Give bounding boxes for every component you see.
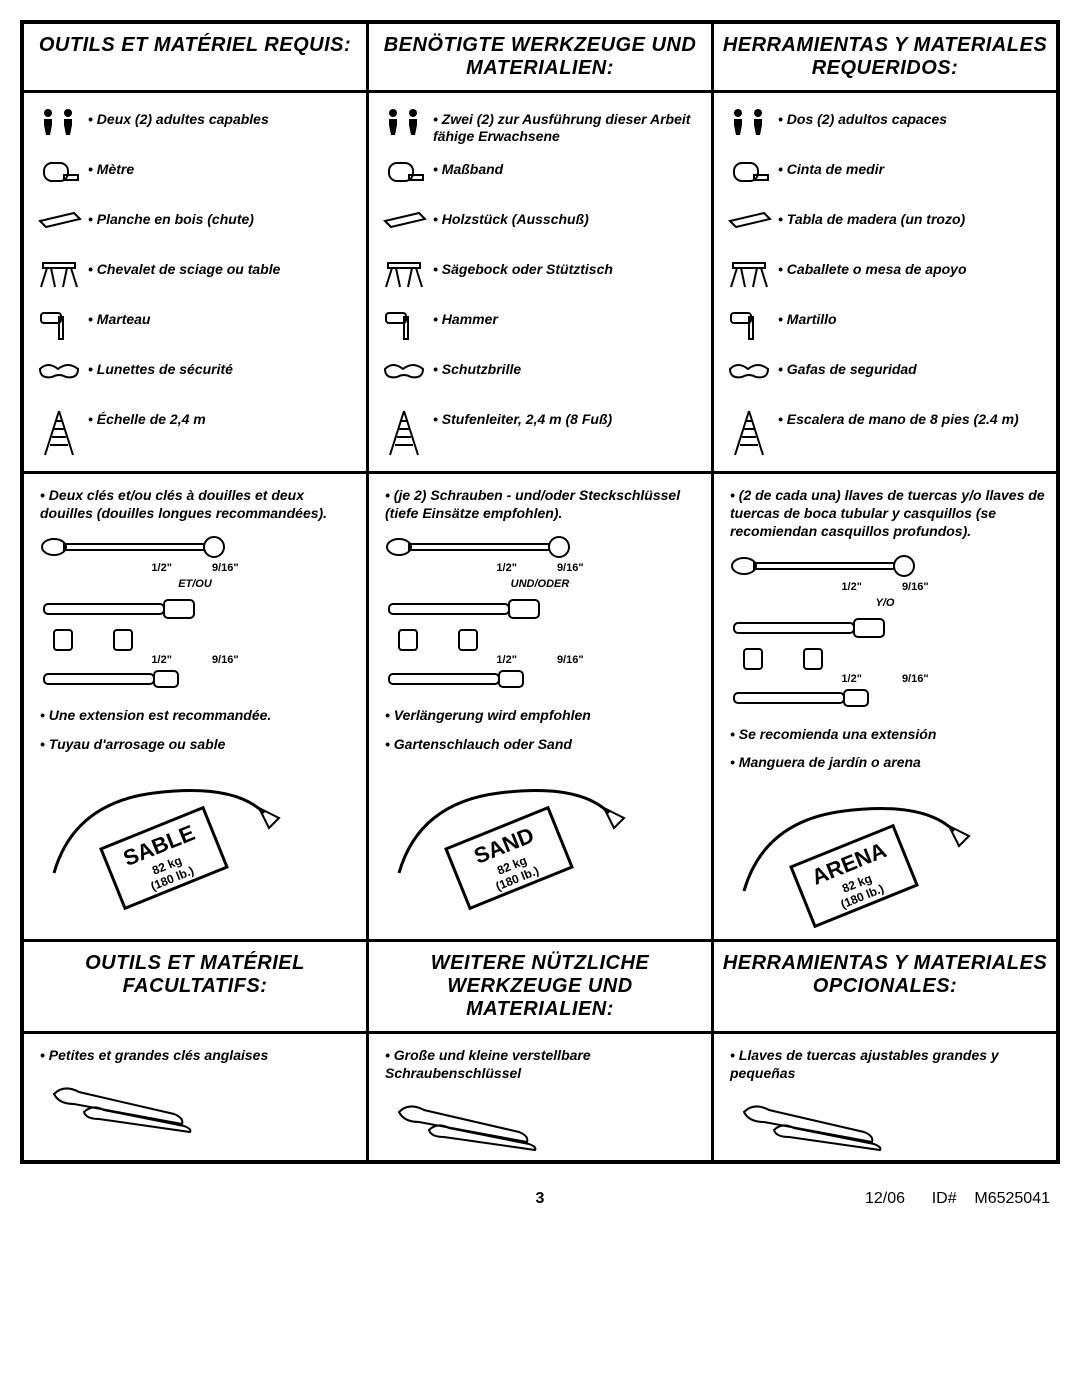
wood-text-de: • Holzstück (Ausschuß): [429, 207, 701, 228]
ladder-text-es: • Escalera de mano de 8 pies (2.4 m): [774, 407, 1046, 428]
header-required-fr: OUTILS ET MATÉRIEL REQUIS:: [24, 24, 369, 90]
andor-de: UND/ODER: [379, 578, 701, 590]
extension-de: • Verlängerung wird empfohlen: [385, 706, 701, 724]
tools-row: • Deux (2) adultes capables • Mètre • Pl…: [24, 93, 1056, 474]
opt-wrench-de: • Große und kleine verstellbare Schraube…: [385, 1046, 701, 1082]
adj-wrench-icon: [724, 1092, 1046, 1152]
wrench-diagram: 1/2"9/16" UND/ODER 1/2"9/16": [379, 532, 701, 692]
tape-text-es: • Cinta de medir: [774, 157, 1046, 178]
goggles-icon: [34, 357, 84, 383]
hammer-icon: [34, 307, 84, 341]
tape-text-fr: • Mètre: [84, 157, 356, 178]
goggles-text-fr: • Lunettes de sécurité: [84, 357, 356, 378]
footer-id: M6525041: [974, 1190, 1050, 1207]
wrenches-col-fr: • Deux clés et/ou clés à douilles et deu…: [24, 474, 369, 939]
wrench-note-fr: • Deux clés et/ou clés à douilles et deu…: [40, 486, 356, 522]
extension-fr: • Une extension est recommandée.: [40, 706, 356, 724]
ladder-icon: [379, 407, 429, 457]
wood-icon: [724, 207, 774, 231]
page-frame: OUTILS ET MATÉRIEL REQUIS: BENÖTIGTE WER…: [20, 20, 1060, 1164]
wood-text-es: • Tabla de madera (un trozo): [774, 207, 1046, 228]
wood-icon: [34, 207, 84, 231]
wrench-diagram: 1/2"9/16" Y/O 1/2"9/16": [724, 551, 1046, 711]
adults-text-de: • Zwei (2) zur Ausführung dieser Arbeit …: [429, 107, 701, 145]
andor-fr: ET/OU: [34, 578, 356, 590]
goggles-icon: [379, 357, 429, 383]
goggles-icon: [724, 357, 774, 383]
optional-col-fr: • Petites et grandes clés anglaises: [24, 1034, 369, 1160]
ladder-icon: [34, 407, 84, 457]
tape-icon: [724, 157, 774, 187]
size1: 1/2": [151, 562, 172, 574]
tape-icon: [34, 157, 84, 187]
hose-es: • Manguera de jardín o arena: [730, 753, 1046, 771]
sawhorse-text-es: • Caballete o mesa de apoyo: [774, 257, 1046, 278]
header-optional-fr: OUTILS ET MATÉRIEL FACULTATIFS:: [24, 942, 369, 1031]
header-optional-es: HERRAMIENTAS Y MATERIALES OPCIONALES:: [714, 942, 1056, 1031]
wrench-note-de: • (je 2) Schrauben - und/oder Steckschlü…: [385, 486, 701, 522]
footer-date: 12/06: [865, 1190, 905, 1207]
sawhorse-text-fr: • Chevalet de sciage ou table: [84, 257, 356, 278]
opt-wrench-es: • Llaves de tuercas ajustables grandes y…: [730, 1046, 1046, 1082]
sand-diagram-fr: SABLE 82 kg (180 lb.): [34, 763, 356, 913]
hose-fr: • Tuyau d'arrosage ou sable: [40, 735, 356, 753]
required-header-row: OUTILS ET MATÉRIEL REQUIS: BENÖTIGTE WER…: [24, 24, 1056, 93]
adj-wrench-icon: [379, 1092, 701, 1152]
adults-icon: [379, 107, 429, 137]
wrench-note-es: • (2 de cada una) llaves de tuercas y/o …: [730, 486, 1046, 541]
optional-col-de: • Große und kleine verstellbare Schraube…: [369, 1034, 714, 1160]
sawhorse-icon: [724, 257, 774, 291]
adj-wrench-icon: [34, 1074, 356, 1134]
header-optional-de: WEITERE NÜTZLICHE WERKZEUGE UND MATERIAL…: [369, 942, 714, 1031]
hammer-text-de: • Hammer: [429, 307, 701, 328]
hammer-icon: [379, 307, 429, 341]
goggles-text-es: • Gafas de seguridad: [774, 357, 1046, 378]
size2b: 9/16": [212, 654, 239, 666]
ladder-icon: [724, 407, 774, 457]
tape-text-de: • Maßband: [429, 157, 701, 178]
wood-icon: [379, 207, 429, 231]
footer: 3 12/06 ID# M6525041: [0, 1184, 1080, 1226]
wrenches-col-es: • (2 de cada una) llaves de tuercas y/o …: [714, 474, 1056, 939]
sawhorse-text-de: • Sägebock oder Stütztisch: [429, 257, 701, 278]
tools-col-es: • Dos (2) adultos capaces • Cinta de med…: [714, 93, 1056, 471]
sand-diagram-es: ARENA 82 kg (180 lb.): [724, 781, 1046, 931]
goggles-text-de: • Schutzbrille: [429, 357, 701, 378]
optional-col-es: • Llaves de tuercas ajustables grandes y…: [714, 1034, 1056, 1160]
ladder-text-de: • Stufenleiter, 2,4 m (8 Fuß): [429, 407, 701, 428]
header-required-de: BENÖTIGTE WERKZEUGE UND MATERIALIEN:: [369, 24, 714, 90]
tools-col-de: • Zwei (2) zur Ausführung dieser Arbeit …: [369, 93, 714, 471]
footer-id-label: ID#: [932, 1190, 957, 1207]
hammer-text-es: • Martillo: [774, 307, 1046, 328]
sand-diagram-de: SAND 82 kg (180 lb.): [379, 763, 701, 913]
opt-wrench-fr: • Petites et grandes clés anglaises: [40, 1046, 356, 1064]
optional-row: • Petites et grandes clés anglaises • Gr…: [24, 1034, 1056, 1160]
size1b: 1/2": [151, 654, 172, 666]
wrench-diagram: 1/2" 9/16" ET/OU 1/2" 9/16": [34, 532, 356, 692]
wrenches-row: • Deux clés et/ou clés à douilles et deu…: [24, 474, 1056, 942]
adults-text-es: • Dos (2) adultos capaces: [774, 107, 1046, 128]
header-required-es: HERRAMIENTAS Y MATERIALES REQUERIDOS:: [714, 24, 1056, 90]
wood-text-fr: • Planche en bois (chute): [84, 207, 356, 228]
andor-es: Y/O: [724, 597, 1046, 609]
adults-icon: [724, 107, 774, 137]
tape-icon: [379, 157, 429, 187]
sawhorse-icon: [34, 257, 84, 291]
wrenches-col-de: • (je 2) Schrauben - und/oder Steckschlü…: [369, 474, 714, 939]
ladder-text-fr: • Échelle de 2,4 m: [84, 407, 356, 428]
hose-de: • Gartenschlauch oder Sand: [385, 735, 701, 753]
adults-text-fr: • Deux (2) adultes capables: [84, 107, 356, 128]
extension-es: • Se recomienda una extensión: [730, 725, 1046, 743]
adults-icon: [34, 107, 84, 137]
sawhorse-icon: [379, 257, 429, 291]
tools-col-fr: • Deux (2) adultes capables • Mètre • Pl…: [24, 93, 369, 471]
hammer-icon: [724, 307, 774, 341]
hammer-text-fr: • Marteau: [84, 307, 356, 328]
page-number: 3: [370, 1190, 710, 1208]
size2: 9/16": [212, 562, 239, 574]
optional-header-row: OUTILS ET MATÉRIEL FACULTATIFS: WEITERE …: [24, 942, 1056, 1034]
